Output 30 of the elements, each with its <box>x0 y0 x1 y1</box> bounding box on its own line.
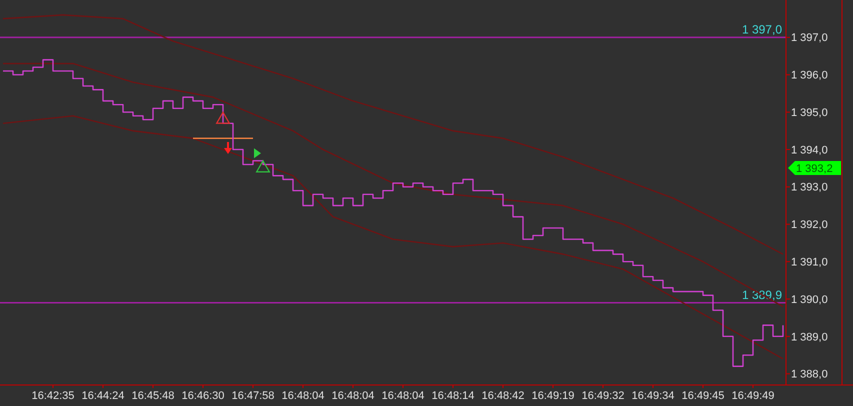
x-tick-label: 16:44:24 <box>82 390 124 402</box>
line-series <box>2 62 784 308</box>
y-tick-label: 1 388,0 <box>791 368 828 381</box>
x-tick-label: 16:48:04 <box>382 390 424 402</box>
x-tick-label: 16:49:49 <box>732 390 774 402</box>
y-tick-label: 1 395,0 <box>791 106 828 119</box>
y-tick-label: 1 394,0 <box>791 144 828 156</box>
x-tick-label: 16:45:48 <box>132 390 174 402</box>
x-tick-label: 16:49:45 <box>682 390 724 402</box>
x-tick-label: 16:49:32 <box>582 390 624 402</box>
y-tick-label: 1 393,0 <box>791 182 828 194</box>
x-tick-label: 16:46:30 <box>182 390 224 402</box>
line-series <box>2 115 784 360</box>
ref-line-label: 1 397,0 <box>742 22 782 36</box>
line-series <box>2 14 784 255</box>
y-tick-label: 1 392,0 <box>791 219 828 232</box>
y-tick-label: 1 396,0 <box>791 70 828 82</box>
x-tick-label: 16:49:19 <box>532 390 574 402</box>
text: 1 393,2 <box>796 162 833 175</box>
y-tick-label: 1 390,0 <box>791 294 828 306</box>
y-tick-label: 1 397,0 <box>791 32 828 44</box>
x-tick-label: 16:42:35 <box>32 390 74 402</box>
x-tick-label: 16:49:34 <box>632 390 674 402</box>
x-tick-label: 16:48:04 <box>332 390 374 402</box>
x-tick-label: 16:47:58 <box>232 390 274 402</box>
y-tick-label: 1 391,0 <box>791 256 828 268</box>
y-tick-label: 1 389,0 <box>791 331 828 344</box>
x-tick-label: 16:48:14 <box>432 390 474 402</box>
x-tick-label: 16:48:42 <box>482 390 524 402</box>
x-tick-label: 16:48:04 <box>282 390 324 402</box>
